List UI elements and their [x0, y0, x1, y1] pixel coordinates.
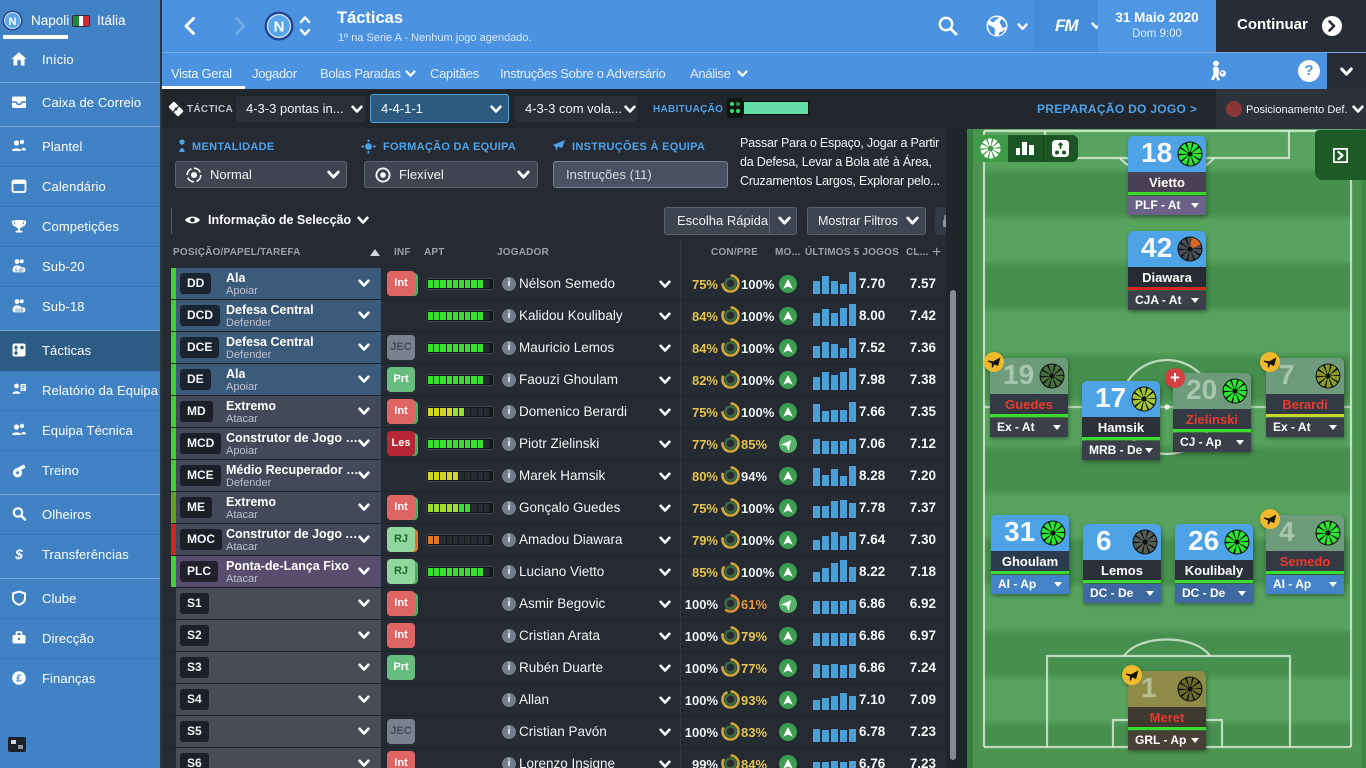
svg-text:S18: S18 [15, 307, 24, 312]
svg-text:S-20: S-20 [15, 267, 25, 272]
svg-text:N: N [274, 19, 285, 36]
svg-text:$: $ [14, 546, 23, 562]
svg-text:N: N [9, 16, 17, 28]
svg-text:£: £ [16, 674, 22, 685]
